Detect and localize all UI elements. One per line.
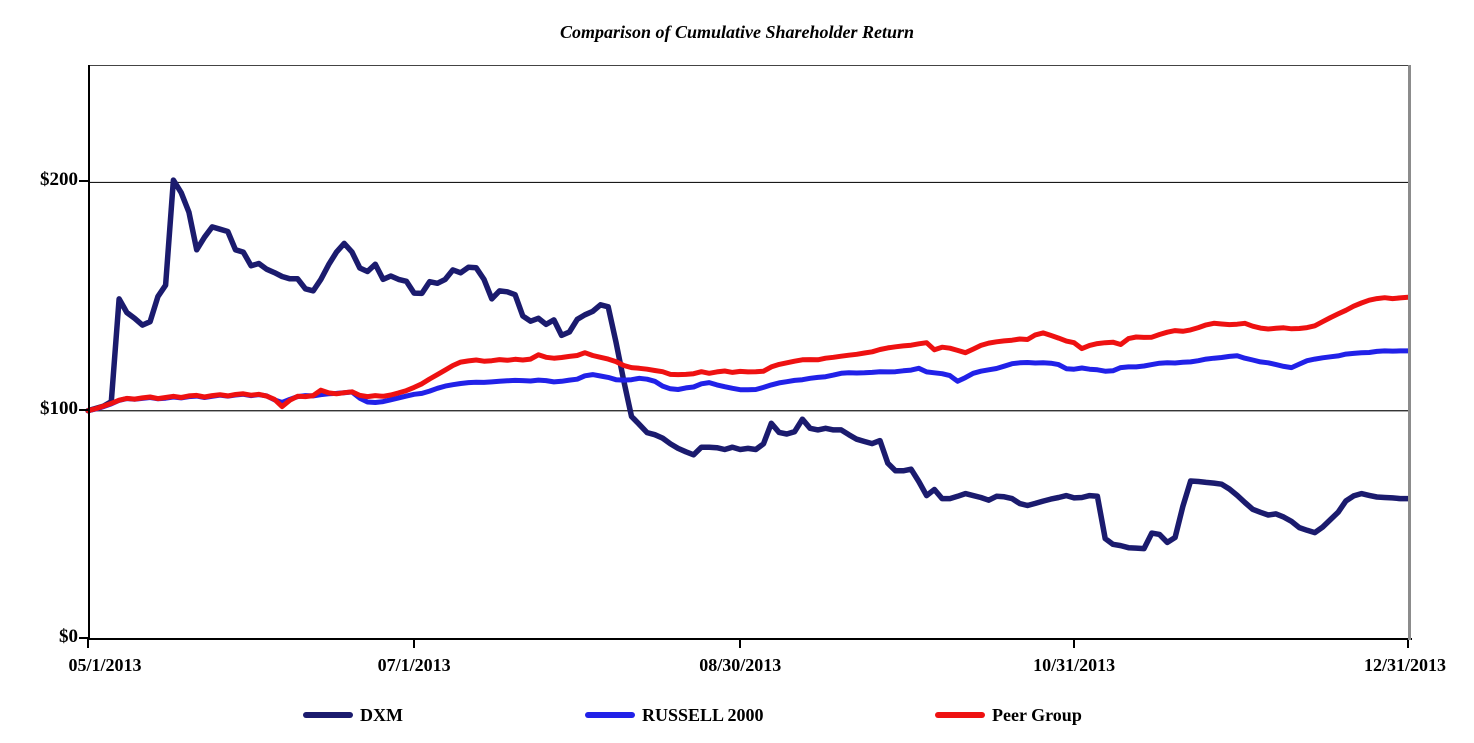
chart-title: Comparison of Cumulative Shareholder Ret… [559,22,915,42]
peer-group-line [85,294,1411,414]
x-axis-label-08-30-2013: 08/30/2013 [699,655,782,675]
x-axis-line [87,638,1412,640]
plot-area [85,65,1411,639]
y-tick-100 [79,408,88,411]
legend-item-dxm: DXM [303,700,403,730]
legend-swatch-dxm [303,712,353,718]
legend-swatch-peer-group [935,712,985,718]
legend-label-russell-2000: RUSSELL 2000 [642,704,764,725]
x-tick-10-31-2013 [1073,640,1076,648]
x-axis-label-05-1-2013: 05/1/2013 [68,655,142,675]
legend-item-russell-2000: RUSSELL 2000 [585,700,764,730]
legend-item-peer-group: Peer Group [935,700,1082,730]
plot-right-border [1408,65,1411,640]
x-tick-05-1-2013 [87,640,89,648]
x-tick-08-30-2013 [739,640,742,648]
x-axis-label-12-31-2013: 12/31/2013 [1363,655,1447,675]
y-axis-label-200: $200 [40,169,78,191]
plot-svg [85,177,1411,552]
y-axis-line [88,65,90,639]
legend-label-peer-group: Peer Group [992,704,1082,725]
legend: DXM RUSSELL 2000 Peer Group [0,700,1474,730]
legend-swatch-russell-2000 [585,712,635,718]
dxm-line [85,177,1411,552]
x-tick-12-31-2013 [1407,640,1409,648]
x-tick-07-1-2013 [413,640,416,648]
y-tick-0 [79,637,88,639]
x-axis-label-10-31-2013: 10/31/2013 [1033,655,1116,675]
legend-label-dxm: DXM [360,704,403,725]
y-tick-200 [79,180,88,183]
x-axis-label-07-1-2013: 07/1/2013 [377,655,451,675]
y-axis-label-0: $0 [59,626,78,647]
y-axis-label-100: $100 [40,397,78,419]
